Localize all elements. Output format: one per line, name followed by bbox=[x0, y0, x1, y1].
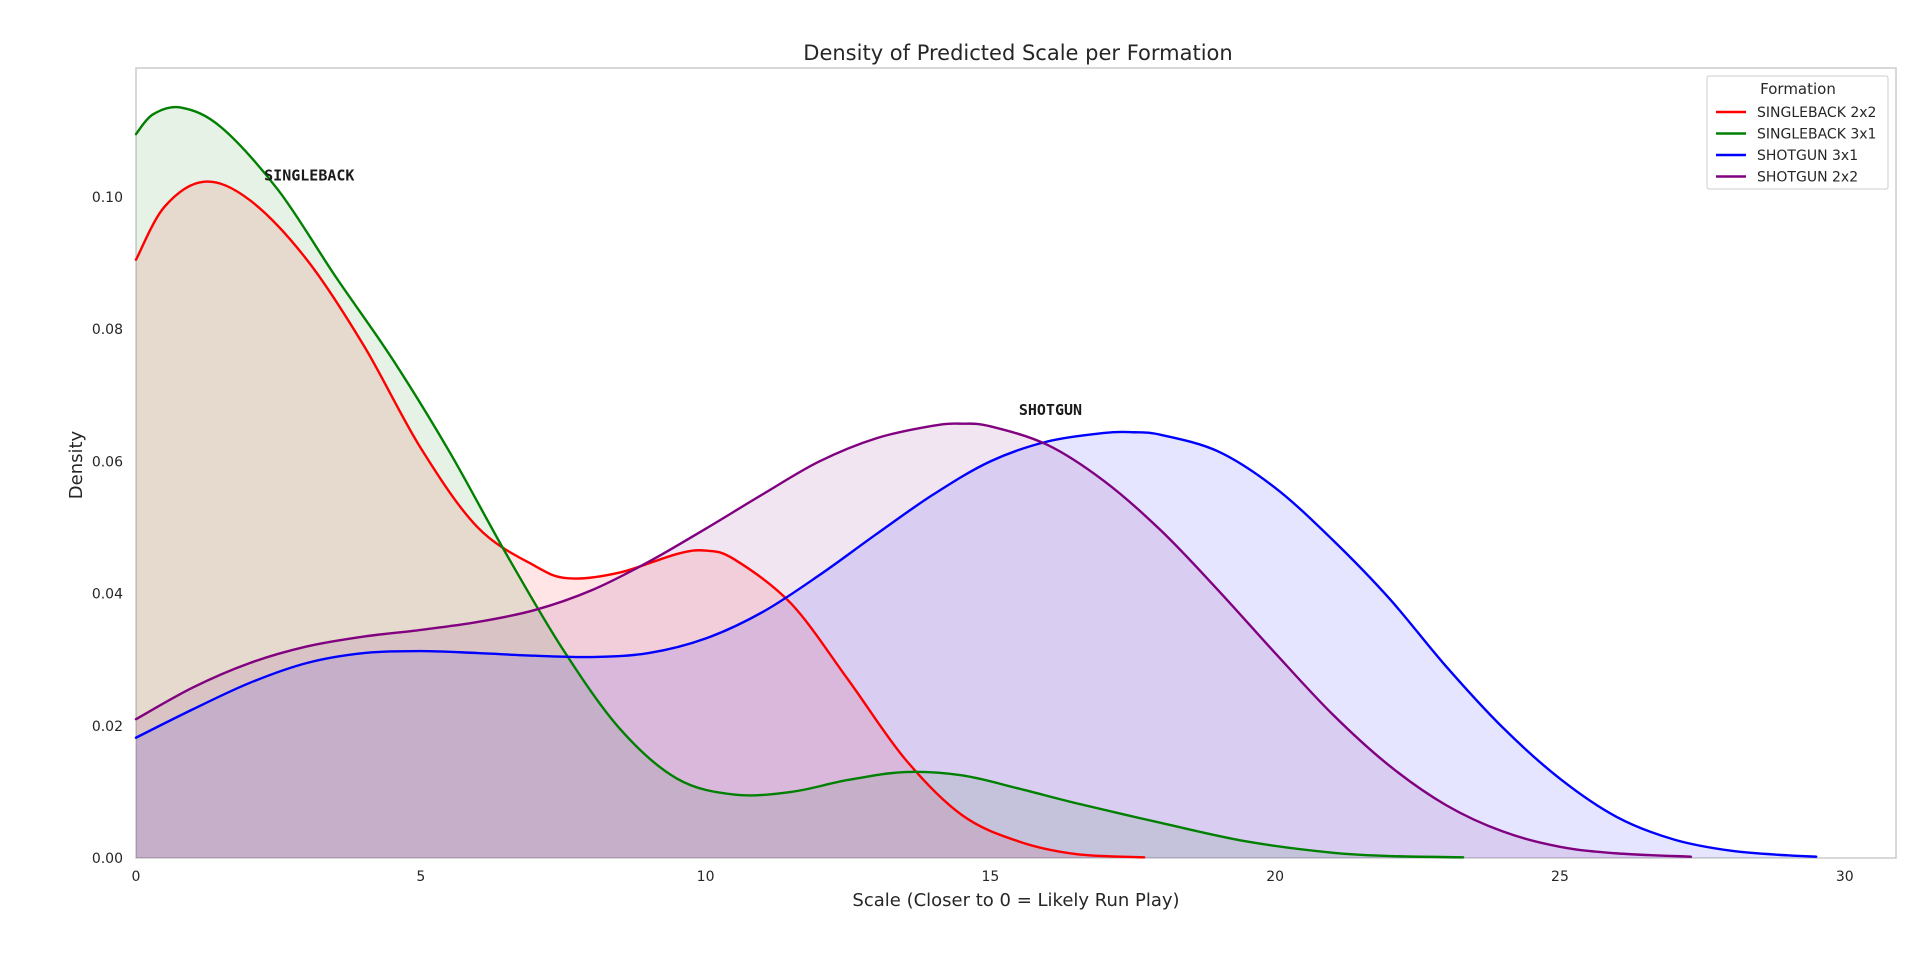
x-axis-ticks: 0 5 10 15 20 25 30 bbox=[132, 869, 1854, 885]
chart-title: Density of Predicted Scale per Formation bbox=[803, 41, 1232, 65]
legend: Formation SINGLEBACK 2x2 SINGLEBACK 3x1 SH… bbox=[1706, 75, 1889, 190]
density-fills bbox=[136, 107, 1817, 859]
annotation-label: SINGLEBACK bbox=[264, 166, 354, 184]
legend-entry-label: SINGLEBACK 3x1 bbox=[1757, 127, 1876, 143]
x-tick-label: 5 bbox=[416, 869, 425, 885]
x-tick-label: 30 bbox=[1836, 869, 1854, 885]
y-tick-label: 0.10 bbox=[92, 190, 123, 206]
density-area-4 bbox=[136, 423, 1691, 858]
y-tick-label: 0.00 bbox=[92, 851, 123, 867]
density-line-3 bbox=[134, 430, 1818, 858]
y-axis-ticks: 0.00 0.02 0.04 0.06 0.08 0.10 bbox=[92, 190, 123, 867]
y-tick-label: 0.02 bbox=[92, 719, 123, 735]
chart-annotations: SINGLEBACK SHOTGUN bbox=[264, 166, 1082, 419]
x-axis-label: Scale (Closer to 0 = Likely Run Play) bbox=[852, 890, 1179, 911]
legend-title: Formation bbox=[1760, 80, 1836, 98]
legend-box bbox=[1706, 75, 1889, 190]
x-tick-label: 20 bbox=[1266, 869, 1284, 885]
density-line-4 bbox=[134, 422, 1693, 858]
legend-entry-label: SINGLEBACK 2x2 bbox=[1757, 105, 1876, 121]
legend-entry-label: SHOTGUN 2x2 bbox=[1757, 170, 1858, 186]
x-tick-label: 15 bbox=[981, 869, 999, 885]
y-tick-label: 0.06 bbox=[92, 454, 123, 470]
x-tick-label: 0 bbox=[132, 869, 141, 885]
x-tick-label: 10 bbox=[697, 869, 715, 885]
density-line-1 bbox=[134, 180, 1146, 859]
density-area-1 bbox=[136, 181, 1145, 859]
y-tick-label: 0.04 bbox=[92, 587, 123, 603]
density-line-2 bbox=[134, 105, 1465, 859]
y-tick-label: 0.08 bbox=[92, 322, 123, 338]
density-area-3 bbox=[136, 431, 1817, 858]
annotation-label: SHOTGUN bbox=[1019, 401, 1082, 419]
y-axis-label: Density bbox=[66, 430, 87, 499]
plot-frame bbox=[135, 67, 1897, 859]
density-area-2 bbox=[136, 107, 1464, 858]
x-tick-label: 25 bbox=[1551, 869, 1569, 885]
legend-entry-label: SHOTGUN 3x1 bbox=[1757, 148, 1858, 164]
density-lines bbox=[134, 105, 1818, 859]
